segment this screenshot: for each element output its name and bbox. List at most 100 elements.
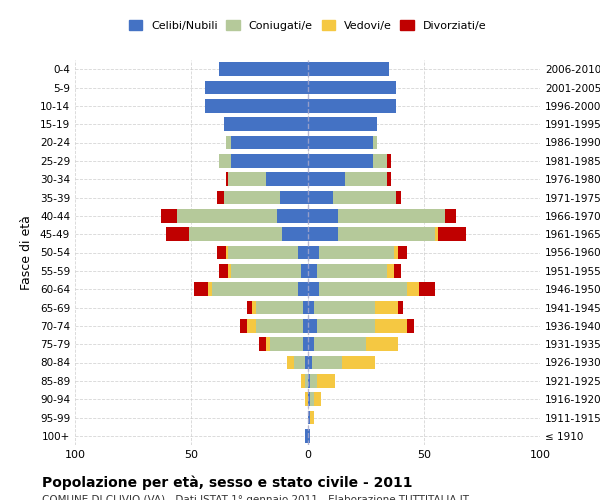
Bar [231,154,308,168]
Bar [438,228,466,241]
Bar [305,429,308,442]
Bar [266,172,308,186]
Bar [217,190,224,204]
Bar [305,392,308,406]
Bar [271,338,303,351]
Bar [277,209,308,222]
Bar [396,190,401,204]
Bar [373,136,377,149]
Bar [319,246,394,260]
Bar [386,172,391,186]
Y-axis label: Fasce di età: Fasce di età [20,215,33,290]
Bar [308,264,317,278]
Bar [224,190,280,204]
Bar [308,154,373,168]
Bar [375,319,407,332]
Bar [308,392,310,406]
Bar [343,356,375,370]
Bar [419,282,436,296]
Bar [338,228,436,241]
Bar [208,282,212,296]
Bar [308,209,338,222]
Bar [189,228,282,241]
Bar [308,80,396,94]
Bar [205,80,308,94]
Bar [314,300,375,314]
Text: Popolazione per età, sesso e stato civile - 2011: Popolazione per età, sesso e stato civil… [42,475,413,490]
Bar [312,356,343,370]
Legend: Celibi/Nubili, Coniugati/e, Vedovi/e, Divorziati/e: Celibi/Nubili, Coniugati/e, Vedovi/e, Di… [124,16,491,35]
Bar [298,246,308,260]
Bar [305,356,308,370]
Bar [308,338,314,351]
Bar [303,319,308,332]
Bar [344,172,386,186]
Bar [219,264,229,278]
Bar [301,264,308,278]
Bar [224,118,308,131]
Bar [398,300,403,314]
Bar [310,410,314,424]
Bar [407,319,415,332]
Bar [308,374,310,388]
Bar [282,228,308,241]
Bar [166,228,189,241]
Bar [365,338,398,351]
Bar [394,264,401,278]
Bar [161,209,178,222]
Bar [308,118,377,131]
Bar [407,282,419,296]
Bar [308,62,389,76]
Bar [226,172,229,186]
Bar [317,264,386,278]
Bar [333,190,396,204]
Bar [303,338,308,351]
Bar [310,374,317,388]
Bar [229,246,298,260]
Bar [217,246,226,260]
Bar [240,319,247,332]
Bar [338,209,445,222]
Bar [298,282,308,296]
Bar [308,172,344,186]
Bar [308,429,310,442]
Bar [301,374,305,388]
Bar [308,319,317,332]
Bar [247,319,256,332]
Bar [308,228,338,241]
Bar [252,300,256,314]
Bar [398,246,407,260]
Bar [308,356,312,370]
Bar [303,300,308,314]
Bar [194,282,208,296]
Bar [256,319,303,332]
Bar [231,264,301,278]
Bar [205,99,308,112]
Bar [212,282,298,296]
Bar [314,338,365,351]
Bar [310,392,314,406]
Bar [308,246,319,260]
Bar [226,136,231,149]
Bar [287,356,293,370]
Bar [219,62,308,76]
Bar [308,136,373,149]
Bar [256,300,303,314]
Bar [386,264,394,278]
Bar [308,282,319,296]
Text: COMUNE DI CLIVIO (VA) - Dati ISTAT 1° gennaio 2011 - Elaborazione TUTTITALIA.IT: COMUNE DI CLIVIO (VA) - Dati ISTAT 1° ge… [42,495,469,500]
Bar [308,300,314,314]
Bar [280,190,308,204]
Bar [266,338,271,351]
Bar [219,154,231,168]
Bar [293,356,305,370]
Bar [231,136,308,149]
Bar [317,374,335,388]
Bar [226,246,229,260]
Bar [229,264,231,278]
Bar [445,209,457,222]
Bar [247,300,252,314]
Bar [375,300,398,314]
Bar [305,374,308,388]
Bar [436,228,438,241]
